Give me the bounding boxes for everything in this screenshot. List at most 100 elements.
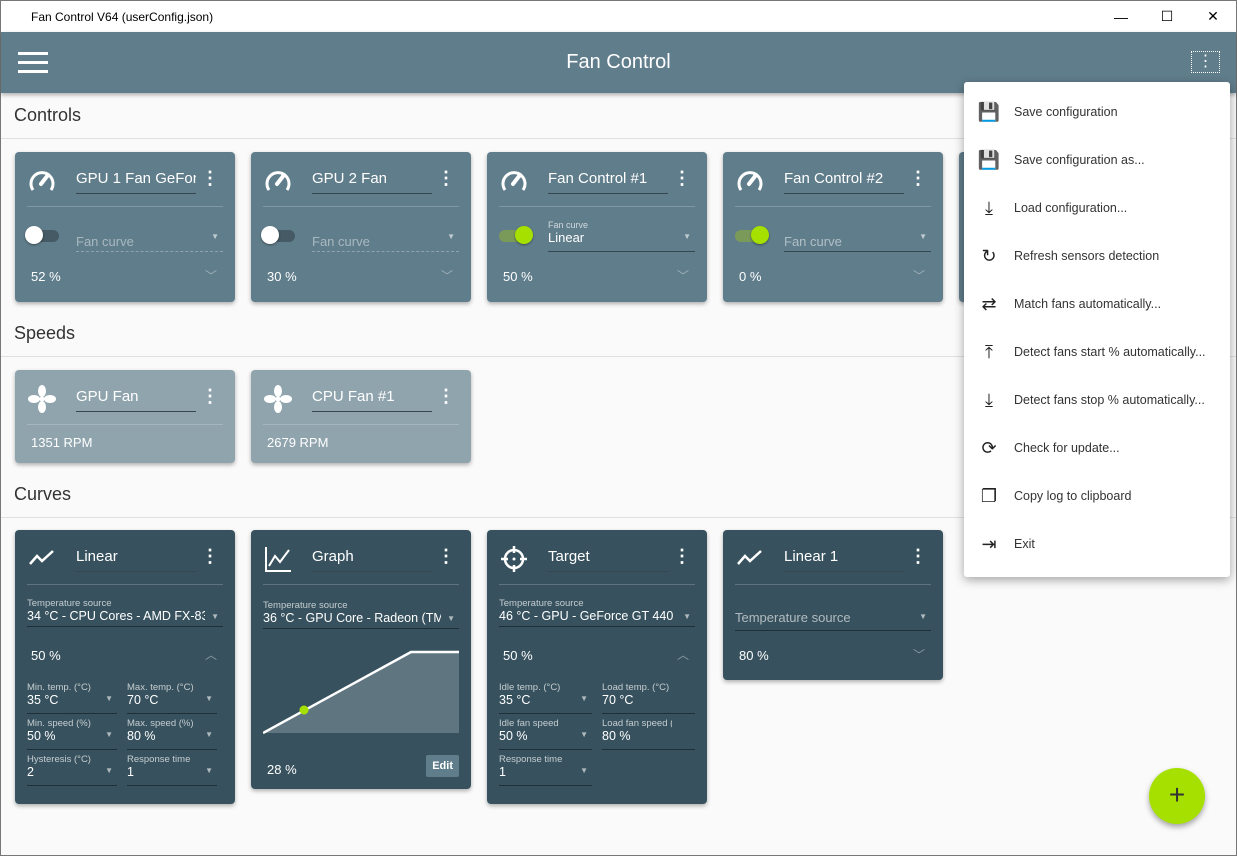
edit-button[interactable]: Edit [426, 755, 459, 777]
menu-item[interactable]: ⤓ Detect fans stop % automatically... [964, 376, 1230, 424]
expand-chevron-icon[interactable]: ﹀ [912, 648, 925, 662]
expand-chevron-icon[interactable]: ﹀ [440, 269, 453, 283]
menu-item[interactable]: ⇄ Match fans automatically... [964, 280, 1230, 328]
menu-item-icon: ⇥ [981, 533, 997, 554]
control-value: 0 % [739, 269, 762, 284]
curve-param-field[interactable]: Hysteresis (°C) 2 ▼ [27, 752, 117, 786]
curve-param-field[interactable]: Max. speed (%) 80 % ▼ [127, 716, 217, 750]
title-bar: Fan Control V64 (userConfig.json) — ☐ ✕ [1, 1, 1236, 32]
expand-chevron-icon[interactable]: ﹀ [912, 269, 925, 283]
divider [735, 206, 931, 207]
card-menu-button[interactable]: ⋮ [909, 546, 927, 566]
speedometer-icon [737, 171, 763, 191]
curve-line [263, 650, 459, 734]
control-name[interactable]: Fan Control #1 [548, 170, 668, 194]
curve-name[interactable]: Target [548, 548, 668, 572]
fan-curve-select[interactable]: Fan curve Linear ▼ [548, 220, 695, 252]
control-value: 52 % [31, 269, 61, 284]
field-value: 36 °C - GPU Core - Radeon (TM) [263, 611, 441, 625]
field-label: Max. speed (%) [127, 718, 194, 729]
field-label: Idle fan speed [499, 718, 559, 729]
enable-toggle[interactable] [499, 226, 533, 244]
curve-name[interactable]: Graph [312, 548, 432, 572]
dropdown-arrow-icon: ▼ [580, 730, 588, 739]
minimize-button[interactable]: — [1114, 8, 1128, 25]
speed-name[interactable]: GPU Fan [76, 388, 196, 412]
curve-param-field[interactable]: Response time 1 ▼ [499, 752, 592, 786]
control-name[interactable]: GPU 1 Fan GeForce GT 440 [76, 170, 196, 194]
card-menu-button[interactable]: ⋮ [437, 386, 455, 406]
card-menu-button[interactable]: ⋮ [201, 168, 219, 188]
field-label: Load temp. (°C) [602, 682, 670, 693]
field-placeholder: Temperature source [735, 610, 851, 625]
curve-name[interactable]: Linear [76, 548, 196, 572]
control-name[interactable]: Fan Control #2 [784, 170, 904, 194]
menu-item-icon: ⤓ [985, 389, 993, 410]
menu-item-icon: ↻ [981, 245, 997, 266]
fan-curve-select[interactable]: Fan curve ▼ [784, 224, 931, 252]
curve-param-field[interactable]: Idle fan speed 50 % ▼ [499, 716, 592, 750]
menu-item[interactable]: ↻ Refresh sensors detection [964, 232, 1230, 280]
card-menu-button[interactable]: ⋮ [673, 546, 691, 566]
card-menu-button[interactable]: ⋮ [437, 546, 455, 566]
menu-item[interactable]: ❐ Copy log to clipboard [964, 472, 1230, 520]
menu-item-icon: ⟳ [981, 437, 997, 458]
curve-param-field[interactable]: Response time 1 ▼ [127, 752, 217, 786]
menu-item[interactable]: ⟳ Check for update... [964, 424, 1230, 472]
enable-toggle[interactable] [735, 226, 769, 244]
collapse-chevron-icon[interactable]: ︿ [204, 648, 217, 662]
more-options-button[interactable]: ⋮ [1191, 51, 1220, 73]
field-label: Response time [127, 754, 191, 765]
curve-graph[interactable] [263, 650, 459, 734]
divider [27, 206, 223, 207]
hamburger-menu-icon[interactable] [18, 52, 48, 79]
control-name[interactable]: GPU 2 Fan [312, 170, 432, 194]
temperature-source-select[interactable]: Temperature source ▼ [735, 610, 931, 631]
expand-chevron-icon[interactable]: ﹀ [204, 269, 217, 283]
section-curves: Curves [14, 484, 72, 504]
card-menu-button[interactable]: ⋮ [437, 168, 455, 188]
curve-param-field[interactable]: Max. temp. (°C) 70 °C ▼ [127, 680, 217, 714]
curve-name[interactable]: Linear 1 [784, 548, 904, 572]
card-menu-button[interactable]: ⋮ [673, 168, 691, 188]
curve-param-field[interactable]: Min. speed (%) 50 % ▼ [27, 716, 117, 750]
menu-item-label: Check for update... [1014, 441, 1120, 455]
close-button[interactable]: ✕ [1207, 8, 1219, 24]
target-icon [501, 546, 527, 572]
enable-toggle[interactable] [261, 226, 295, 244]
fan-curve-select[interactable]: Fan curve ▼ [76, 224, 223, 252]
temperature-source-select[interactable]: Temperature source 46 °C - GPU - GeForce … [499, 598, 695, 627]
dropdown-arrow-icon: ▼ [105, 766, 113, 775]
temperature-source-select[interactable]: Temperature source 34 °C - CPU Cores - AM… [27, 598, 223, 627]
curve-param-field[interactable]: Idle temp. (°C) 35 °C ▼ [499, 680, 592, 714]
add-button[interactable]: + [1149, 768, 1205, 824]
graph-curve-icon [265, 547, 291, 572]
speedometer-icon [265, 171, 291, 191]
speed-name[interactable]: CPU Fan #1 [312, 388, 432, 412]
divider [263, 584, 459, 585]
divider [1, 517, 1236, 518]
menu-item[interactable]: ⇥ Exit [964, 520, 1230, 568]
field-label: Min. speed (%) [27, 718, 91, 729]
section-controls: Controls [14, 105, 82, 125]
curve-param-field[interactable]: Load fan speed (%)80 % [602, 716, 695, 750]
menu-item[interactable]: ⤓ Load configuration... [964, 184, 1230, 232]
field-value: 34 °C - CPU Cores - AMD FX-8350 [27, 609, 205, 623]
card-menu-button[interactable]: ⋮ [201, 546, 219, 566]
curve-card-linear-1: Linear 1 ⋮ Temperature source ▼ 80 % ﹀ [723, 530, 943, 680]
maximize-button[interactable]: ☐ [1160, 8, 1174, 24]
menu-item[interactable]: 💾 Save configuration [964, 88, 1230, 136]
menu-item[interactable]: ⤒ Detect fans start % automatically... [964, 328, 1230, 376]
collapse-chevron-icon[interactable]: ︿ [676, 648, 689, 662]
curve-param-field[interactable]: Load temp. (°C) 70 °C [602, 680, 695, 714]
fan-curve-select[interactable]: Fan curve ▼ [312, 224, 459, 252]
app-title: Fan Control [566, 51, 671, 73]
menu-item[interactable]: 💾 Save configuration as... [964, 136, 1230, 184]
card-menu-button[interactable]: ⋮ [909, 168, 927, 188]
temperature-source-select[interactable]: Temperature source 36 °C - GPU Core - Rad… [263, 600, 459, 629]
expand-chevron-icon[interactable]: ﹀ [676, 269, 689, 283]
enable-toggle[interactable] [25, 226, 59, 244]
dropdown-arrow-icon: ▼ [919, 232, 927, 241]
card-menu-button[interactable]: ⋮ [201, 386, 219, 406]
curve-param-field[interactable]: Min. temp. (°C) 35 °C ▼ [27, 680, 117, 714]
